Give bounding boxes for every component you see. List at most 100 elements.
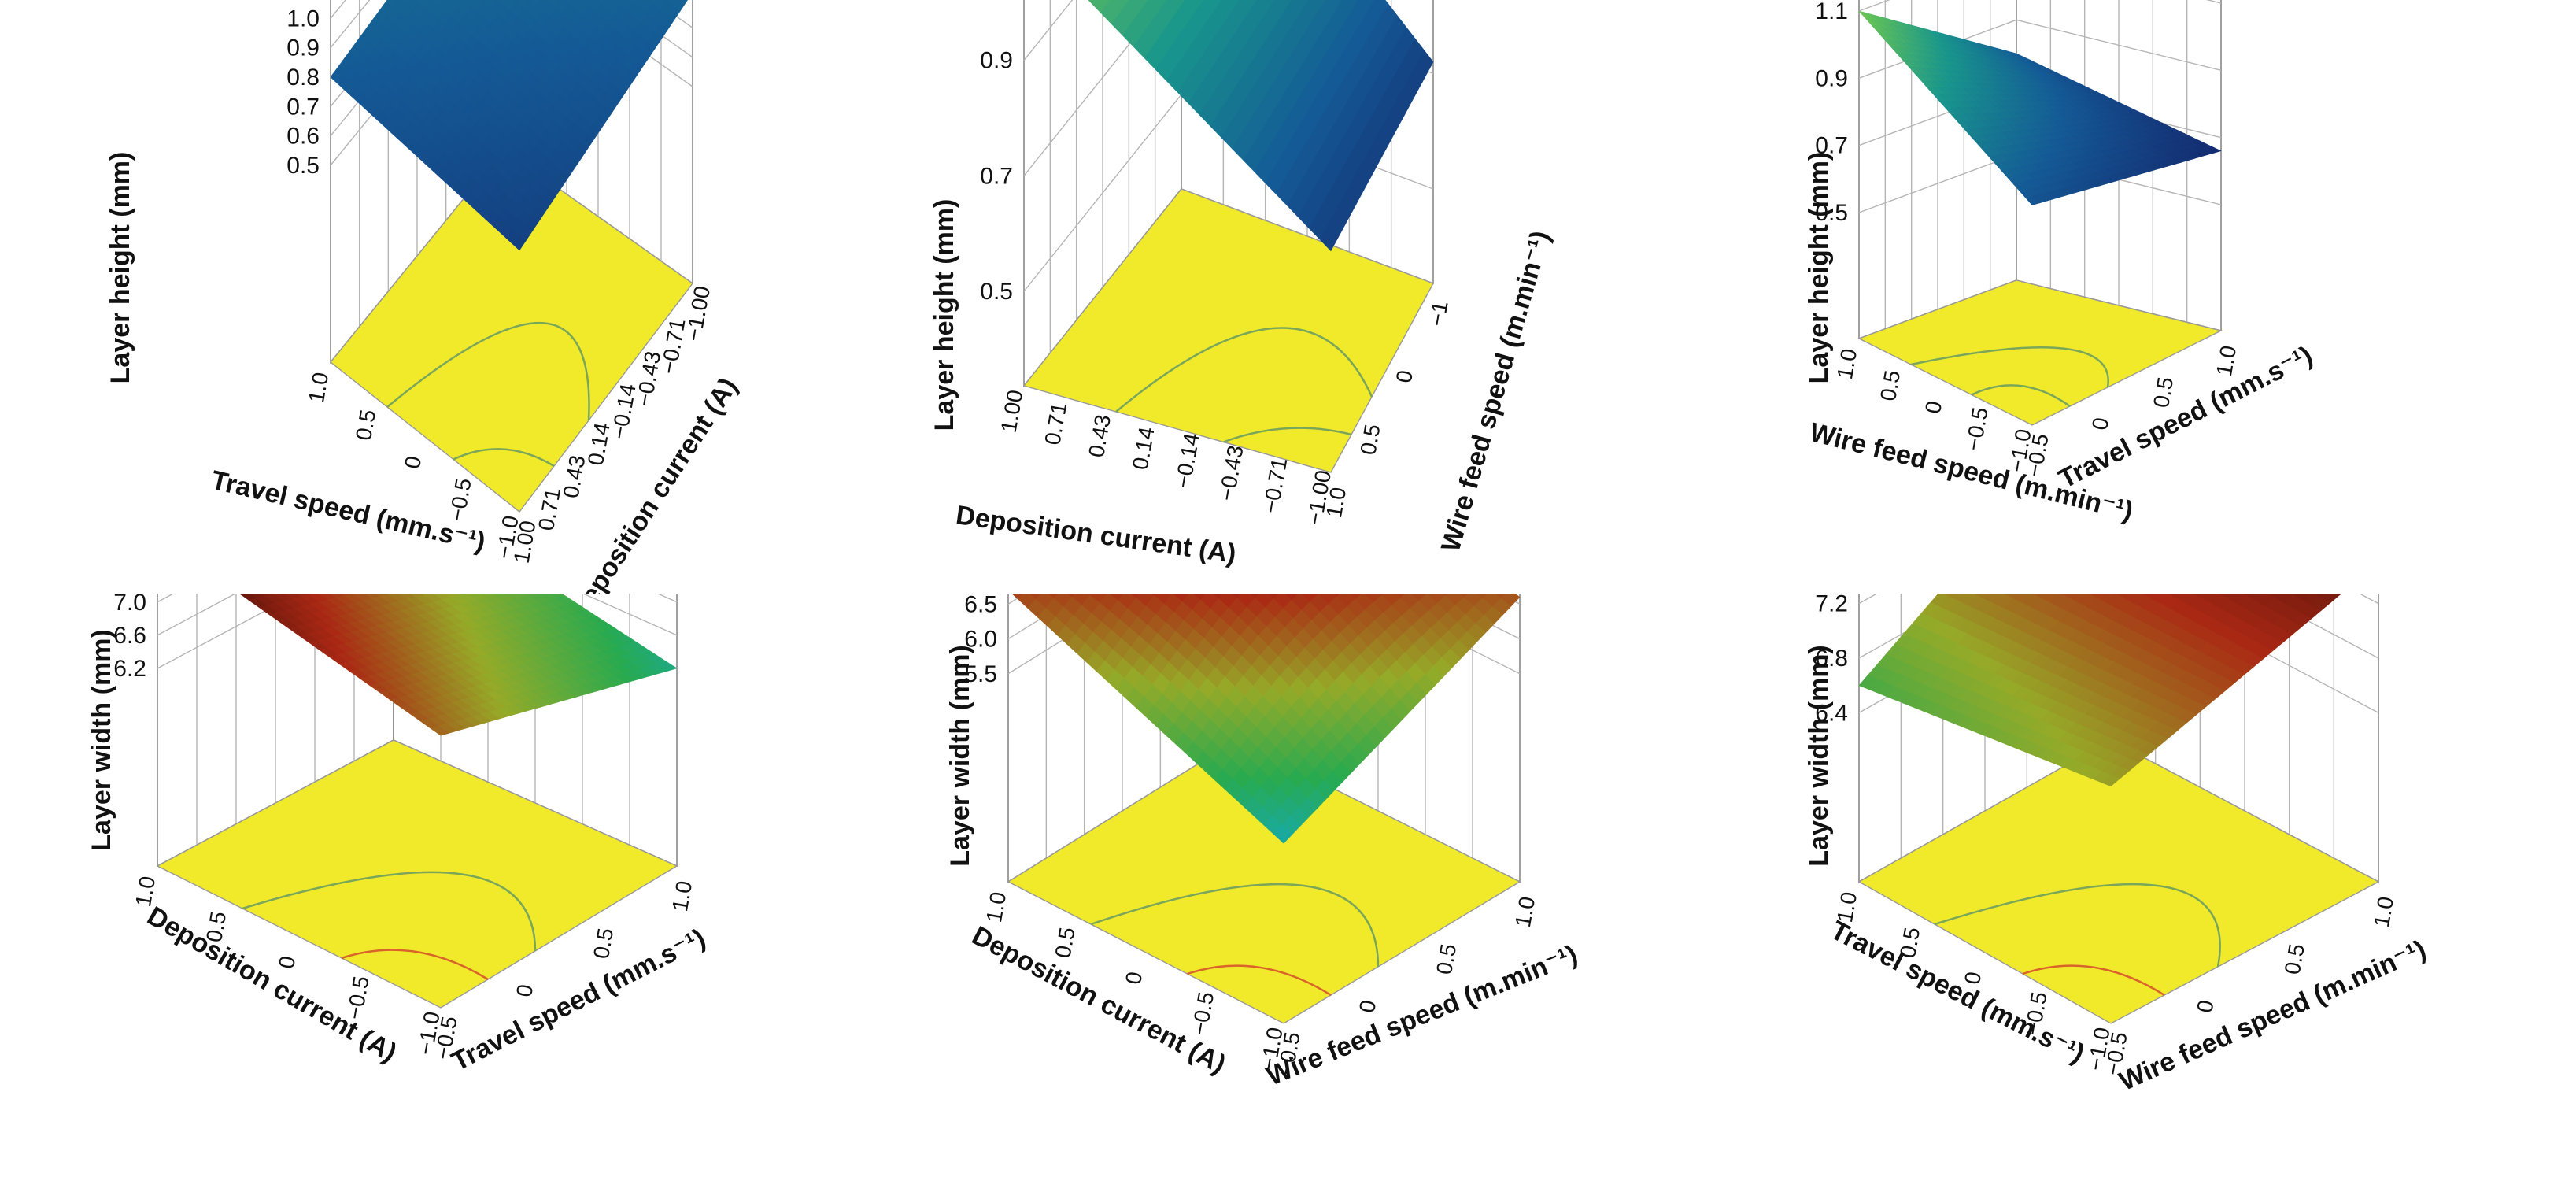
floor-contour — [1934, 883, 2221, 968]
surface — [330, 0, 688, 251]
z-ticks: 1.1 1.0 0.9 0.8 0.7 0.6 0.5 — [286, 0, 320, 179]
y-tick-label: 0 — [2192, 998, 2218, 1015]
x-tick-label: 0 — [1920, 399, 1946, 416]
y-tick-label: 0 — [1391, 368, 1417, 385]
surface-patch — [2123, 594, 2143, 603]
floor-contour — [1090, 883, 1380, 968]
surface-patch — [2116, 594, 2129, 598]
z-tick-label: 6.5 — [964, 594, 997, 617]
z-tick-label: 0.7 — [286, 94, 320, 120]
surface-patch — [2142, 594, 2158, 599]
surface-patch — [1949, 594, 1965, 601]
panel-height-travel-current: 1.11.00.90.80.70.60.51.00.50−0.5−1.01.00… — [0, 0, 859, 594]
surface-patch — [1048, 594, 1059, 599]
surface-patch — [2170, 594, 2187, 601]
surface-patch — [683, 0, 688, 2]
z-tick-label: 0.5 — [286, 153, 320, 179]
y-tick-label: 1.0 — [1321, 485, 1351, 520]
z-tick-label: 1.1 — [286, 0, 320, 2]
surface-patch — [2095, 594, 2115, 603]
surface-patch — [1268, 594, 1279, 599]
z-tick-label: 0.7 — [1815, 133, 1848, 159]
y-tick-label: 0.5 — [1355, 422, 1384, 457]
surface-patch — [2267, 594, 2278, 598]
floor-contour — [1115, 327, 1373, 413]
x-tick-label: 1.00 — [996, 388, 1028, 435]
x-axis-label: Deposition current (A) — [954, 500, 1238, 569]
surface-patch — [448, 0, 454, 3]
surface-patch — [1459, 594, 1469, 598]
surface-patch — [597, 0, 604, 4]
surface-patch — [516, 0, 530, 9]
surface-plot-2: 1.10.90.70.51.000.710.430.14−0.14−0.43−0… — [930, 0, 1556, 569]
wall-grid-h — [330, 0, 371, 49]
floor-contour — [1223, 427, 1352, 443]
surface-patch — [1337, 0, 1343, 4]
z-tick-label: 1.1 — [1815, 0, 1848, 24]
surface-patch — [2292, 594, 2310, 600]
surface-patch — [649, 0, 657, 5]
z-tick-label: 0.9 — [286, 35, 320, 61]
x-tick-label: 1.0 — [131, 874, 160, 909]
x-tick-label: −0.5 — [1961, 405, 1993, 453]
y-ticks: −0.500.51.0 — [431, 879, 697, 1061]
surface-patch — [549, 0, 562, 8]
x-tick-label: 1.0 — [304, 370, 333, 405]
y-tick-label: 0.5 — [2149, 375, 2178, 409]
surface-patch — [513, 0, 519, 3]
surface-patch — [1250, 594, 1260, 598]
z-tick-label: 7.0 — [113, 594, 146, 616]
surface — [1011, 594, 1521, 844]
z-tick-label: 0.5 — [980, 279, 1013, 305]
surface-patch — [497, 0, 508, 6]
surface-patch — [1318, 0, 1326, 6]
surface-patch — [581, 0, 593, 7]
x-tick-label: 0 — [1121, 970, 1147, 986]
surface-patch — [1443, 594, 1449, 596]
panel-width-current-travel: 7.87.47.06.66.21.00.50−0.5−1.0−0.500.51.… — [0, 594, 859, 1187]
surface-patch — [1349, 594, 1362, 600]
y-ticks: 1.00.5 0 −1 — [1321, 299, 1453, 520]
y-tick-label: 0.5 — [2280, 942, 2309, 976]
y-tick-label: −1 — [1425, 299, 1453, 328]
z-tick-label: 7.2 — [1815, 594, 1848, 617]
surface-patch — [432, 0, 443, 6]
floor-contour — [1187, 964, 1332, 997]
z-ticks: 7.57.06.56.05.5 — [964, 594, 997, 687]
y-ticks: −0.500.51.0 — [2022, 343, 2242, 479]
surface-patch — [2245, 594, 2263, 601]
wall-grid-h — [1023, 0, 1074, 61]
surface-patch — [1123, 0, 1130, 4]
surface-plot-4: 7.87.47.06.66.21.00.50−0.5−1.0−0.500.51.… — [87, 594, 710, 1077]
surface-patch — [416, 0, 421, 3]
surface-patch — [546, 0, 551, 2]
surface-patch — [1287, 0, 1292, 3]
x-tick-label: −0.14 — [1170, 431, 1204, 490]
x-tick-label: −0.71 — [1258, 456, 1292, 515]
surface-patch — [631, 0, 636, 2]
floor-contour — [386, 322, 590, 421]
surface-plot-6: 7.67.26.86.41.00.50−0.5−1.0−0.500.51.0La… — [1804, 594, 2430, 1097]
z-tick-label: 1.0 — [286, 6, 320, 31]
surface-patch — [1476, 594, 1488, 598]
surface-patch — [1088, 0, 1092, 2]
surface-patch — [1985, 594, 2005, 605]
y-tick-label: 0 — [1355, 998, 1380, 1015]
surface-patch — [614, 0, 626, 6]
surface-patch — [653, 0, 667, 10]
z-tick-label: 6.4 — [1815, 700, 1848, 726]
wall-grid-h — [1023, 94, 1182, 292]
surface-patch — [2219, 594, 2232, 598]
z-tick-label: 6.8 — [1815, 646, 1848, 672]
y-tick-label: 0 — [512, 983, 538, 999]
surface-patch — [2315, 594, 2326, 598]
surface-patch — [1232, 594, 1242, 598]
floor-plane — [330, 149, 693, 513]
x-tick-label: 0 — [1960, 970, 1986, 986]
x-tick-label: 0.5 — [201, 909, 231, 944]
x-tick-label: 0.43 — [1084, 413, 1115, 459]
surface-patch — [480, 0, 486, 3]
surface-patch — [1395, 594, 1406, 599]
surface-patch — [1158, 0, 1167, 6]
floor-contour — [453, 448, 555, 468]
